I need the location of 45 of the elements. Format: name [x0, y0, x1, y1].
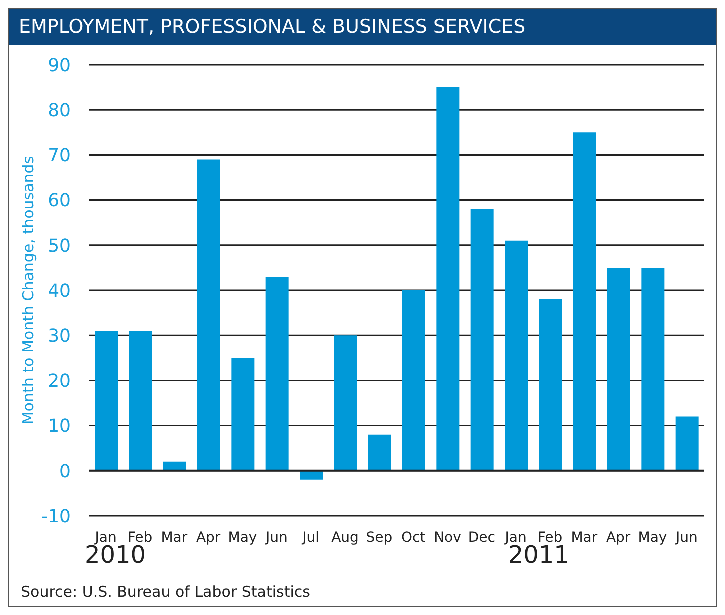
y-tick-label: 10: [48, 416, 71, 438]
x-tick-label: Jun: [264, 530, 288, 546]
bar: [608, 268, 630, 471]
x-tick-label: Apr: [606, 530, 631, 546]
y-axis-title: Month to Month Change, thousands: [19, 156, 38, 425]
x-tick-label: May: [228, 530, 258, 546]
y-tick-label: 90: [48, 55, 71, 76]
x-tick-label: May: [638, 530, 668, 546]
x-tick-label: Aug: [332, 530, 359, 546]
x-tick-label: Jun: [674, 530, 698, 546]
bar: [198, 160, 220, 471]
bar: [539, 300, 562, 471]
y-tick-label: 30: [48, 326, 71, 347]
x-tick-label: Mar: [161, 530, 188, 546]
chart-title: EMPLOYMENT, PROFESSIONAL & BUSINESS SERVICES: [9, 9, 716, 45]
y-tick-label: 50: [48, 236, 71, 257]
y-tick-label: 20: [48, 371, 71, 392]
x-tick-label: Mar: [571, 530, 598, 546]
bar: [334, 336, 358, 471]
bar: [470, 209, 494, 471]
bar: [95, 331, 118, 471]
x-tick-label: Apr: [196, 530, 221, 546]
x-tick-label: Dec: [468, 530, 496, 546]
y-tick-label: 80: [48, 100, 71, 122]
y-tick-label: 40: [48, 280, 71, 302]
bar: [505, 240, 528, 471]
bar: [402, 290, 426, 471]
x-tick-label: Jul: [302, 530, 320, 546]
y-tick-label: -10: [42, 506, 71, 528]
y-tick-label: 0: [60, 461, 71, 482]
y-tick-label: 70: [48, 146, 71, 167]
x-tick-label: Nov: [434, 530, 462, 546]
bar: [232, 358, 255, 471]
bar: [266, 276, 289, 471]
bar: [436, 88, 460, 471]
bar: [129, 331, 152, 471]
x-tick-label: Feb: [128, 530, 153, 546]
bar: [676, 416, 699, 471]
bar: [368, 434, 392, 471]
y-tick-label: 60: [48, 190, 71, 212]
source-note: Source: U.S. Bureau of Labor Statistics: [21, 583, 310, 601]
x-tick-label: Oct: [401, 530, 426, 546]
bar: [642, 268, 665, 471]
bar: [573, 132, 596, 471]
x-tick-label: Sep: [366, 530, 393, 546]
